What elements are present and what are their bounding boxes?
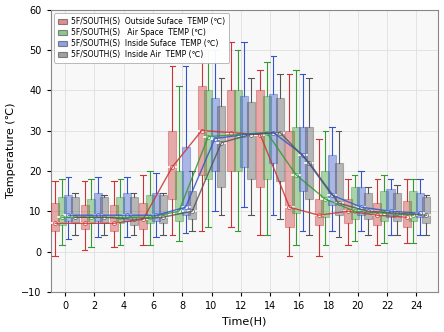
Bar [403,201,411,227]
Bar [94,193,102,221]
X-axis label: Time(H): Time(H) [222,316,267,326]
Bar [305,126,313,199]
Bar [315,199,323,225]
Bar [270,94,278,163]
Bar [240,96,248,167]
Bar [71,197,79,223]
Bar [263,96,271,179]
Bar [204,90,212,179]
Bar [198,86,206,175]
Bar [351,187,359,219]
Bar [409,191,417,221]
Bar [292,126,300,213]
Bar [227,90,235,171]
Bar [380,191,388,221]
Bar [234,90,242,171]
Bar [51,203,59,231]
Bar [247,102,255,179]
Bar [276,98,284,181]
Bar [357,187,365,215]
Bar [152,193,160,221]
Bar [58,197,66,225]
Bar [175,171,183,221]
Bar [182,147,190,215]
Bar [80,205,88,229]
Bar [188,191,196,219]
Bar [422,197,430,223]
Bar [386,189,395,217]
Bar [416,193,424,217]
Bar [146,195,154,223]
Bar [130,197,138,225]
Bar [87,199,95,223]
Bar [159,195,167,223]
Bar [100,197,108,223]
Bar [211,98,219,171]
Bar [139,203,147,229]
Bar [123,193,131,221]
Bar [256,90,264,187]
Bar [334,163,343,215]
Bar [364,193,372,219]
Bar [299,126,307,191]
Bar [218,106,226,187]
Bar [344,199,352,223]
Bar [393,193,401,221]
Bar [328,155,336,205]
Bar [110,205,118,231]
Bar [168,130,176,199]
Bar [285,130,293,227]
Y-axis label: Temperature (℃): Temperature (℃) [6,103,16,199]
Bar [116,197,124,223]
Bar [321,171,329,217]
Bar [373,203,381,225]
Legend: 5F/SOUTH(S)  Outside Suface  TEMP (℃), 5F/SOUTH(S)   Air Space  TEMP (℃), 5F/SOU: 5F/SOUTH(S) Outside Suface TEMP (℃), 5F/… [54,13,229,63]
Bar [64,195,72,221]
